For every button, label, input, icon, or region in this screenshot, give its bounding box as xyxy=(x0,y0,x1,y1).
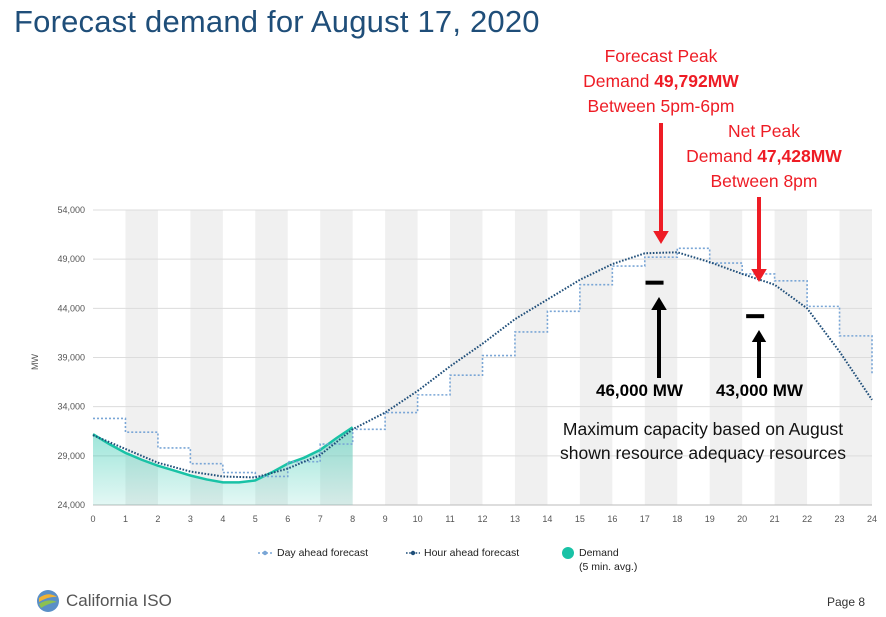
y-tick-label: 34,000 xyxy=(57,402,85,412)
net-peak-arrow xyxy=(751,197,767,282)
x-tick-label: 16 xyxy=(607,514,617,524)
y-axis-label: MW xyxy=(30,354,40,370)
forecast-peak-line1: Forecast Peak xyxy=(604,46,718,66)
net-peak-line1: Net Peak xyxy=(728,121,800,141)
capacity-right-level xyxy=(746,314,765,319)
slide-title: Forecast demand for August 17, 2020 xyxy=(14,4,540,39)
x-tick-label: 17 xyxy=(640,514,650,524)
y-tick-label: 44,000 xyxy=(57,303,85,313)
net-peak-line2: Demand 47,428MW xyxy=(664,144,864,169)
forecast-peak-value: 49,792MW xyxy=(654,71,739,91)
net-peak-line3: Between 8pm xyxy=(710,171,818,191)
page-number: Page 8 xyxy=(827,595,866,609)
hour-ahead-series xyxy=(92,251,873,479)
y-tick-label: 49,000 xyxy=(57,254,85,264)
legend-demand-marker xyxy=(562,547,574,559)
x-tick-label: 12 xyxy=(477,514,487,524)
logo-globe-icon xyxy=(37,590,59,612)
legend-hour-ahead: Hour ahead forecast xyxy=(424,547,520,559)
legend-hour-ahead-dot xyxy=(410,550,416,556)
x-tick-label: 23 xyxy=(835,514,845,524)
capacity-left-label: 46,000 MW xyxy=(596,381,683,400)
x-tick-label: 20 xyxy=(737,514,747,524)
legend-demand-sub: (5 min. avg.) xyxy=(579,561,638,573)
x-tick-label: 0 xyxy=(90,514,95,524)
x-tick-label: 3 xyxy=(188,514,193,524)
x-tick-label: 5 xyxy=(253,514,258,524)
y-tick-label: 39,000 xyxy=(57,353,85,363)
x-tick-labels: 0 1 2 3 4 5 6 7 8 9 10 11 12 13 14 15 16 17 18 19 20 21 22 23 24 xyxy=(90,514,877,524)
net-peak-annotation: Net Peak Demand 47,428MW Between 8pm xyxy=(664,119,864,194)
x-tick-label: 1 xyxy=(123,514,128,524)
california-iso-logo: California ISO xyxy=(36,589,172,613)
capacity-right-label: 43,000 MW xyxy=(716,381,803,400)
forecast-peak-prefix: Demand xyxy=(583,71,655,91)
forecast-peak-arrow-head xyxy=(653,231,669,244)
capacity-right-arrow xyxy=(751,330,767,378)
x-tick-label: 11 xyxy=(445,514,454,524)
annotation-arrows xyxy=(645,123,767,378)
net-peak-prefix: Demand xyxy=(686,146,758,166)
forecast-peak-arrow xyxy=(653,123,669,244)
forecast-peak-line3: Between 5pm-6pm xyxy=(587,96,735,116)
forecast-peak-annotation: Forecast Peak Demand 49,792MW Between 5p… xyxy=(566,44,756,119)
demand-series xyxy=(92,426,354,505)
capacity-left-arrow xyxy=(651,297,667,378)
x-tick-label: 19 xyxy=(705,514,715,524)
x-tick-label: 4 xyxy=(220,514,225,524)
capacity-left-arrow-head xyxy=(651,297,667,310)
capacity-note: Maximum capacity based on August shown r… xyxy=(560,419,846,463)
legend-day-ahead: Day ahead forecast xyxy=(277,547,369,559)
x-tick-label: 8 xyxy=(350,514,355,524)
x-tick-label: 10 xyxy=(413,514,423,524)
legend-day-ahead-dot xyxy=(262,550,268,556)
x-tick-label: 15 xyxy=(575,514,585,524)
legend-demand: Demand xyxy=(579,547,619,559)
capacity-right-arrow-head xyxy=(751,330,767,342)
hour-ahead-line xyxy=(92,251,873,479)
y-tick-label: 24,000 xyxy=(57,500,85,510)
net-peak-value: 47,428MW xyxy=(757,146,842,166)
x-tick-label: 2 xyxy=(155,514,160,524)
y-tick-label: 29,000 xyxy=(57,451,85,461)
demand-line xyxy=(92,426,354,484)
legend-markers xyxy=(258,547,574,559)
x-tick-label: 24 xyxy=(867,514,877,524)
net-peak-arrow-head xyxy=(751,269,767,282)
x-tick-label: 21 xyxy=(770,514,780,524)
y-tick-label: 54,000 xyxy=(57,205,85,215)
demand-area xyxy=(93,427,353,505)
y-tick-labels: 24,000 29,000 34,000 39,000 44,000 49,000 54,0… xyxy=(57,205,85,510)
x-tick-label: 18 xyxy=(672,514,682,524)
x-tick-label: 7 xyxy=(318,514,323,524)
forecast-peak-line2: Demand 49,792MW xyxy=(566,69,756,94)
x-tick-label: 9 xyxy=(383,514,388,524)
x-tick-label: 14 xyxy=(542,514,552,524)
x-tick-label: 13 xyxy=(510,514,520,524)
capacity-left-level xyxy=(645,280,664,285)
logo-text: California ISO xyxy=(66,591,172,610)
x-tick-label: 6 xyxy=(285,514,290,524)
x-tick-label: 22 xyxy=(802,514,812,524)
